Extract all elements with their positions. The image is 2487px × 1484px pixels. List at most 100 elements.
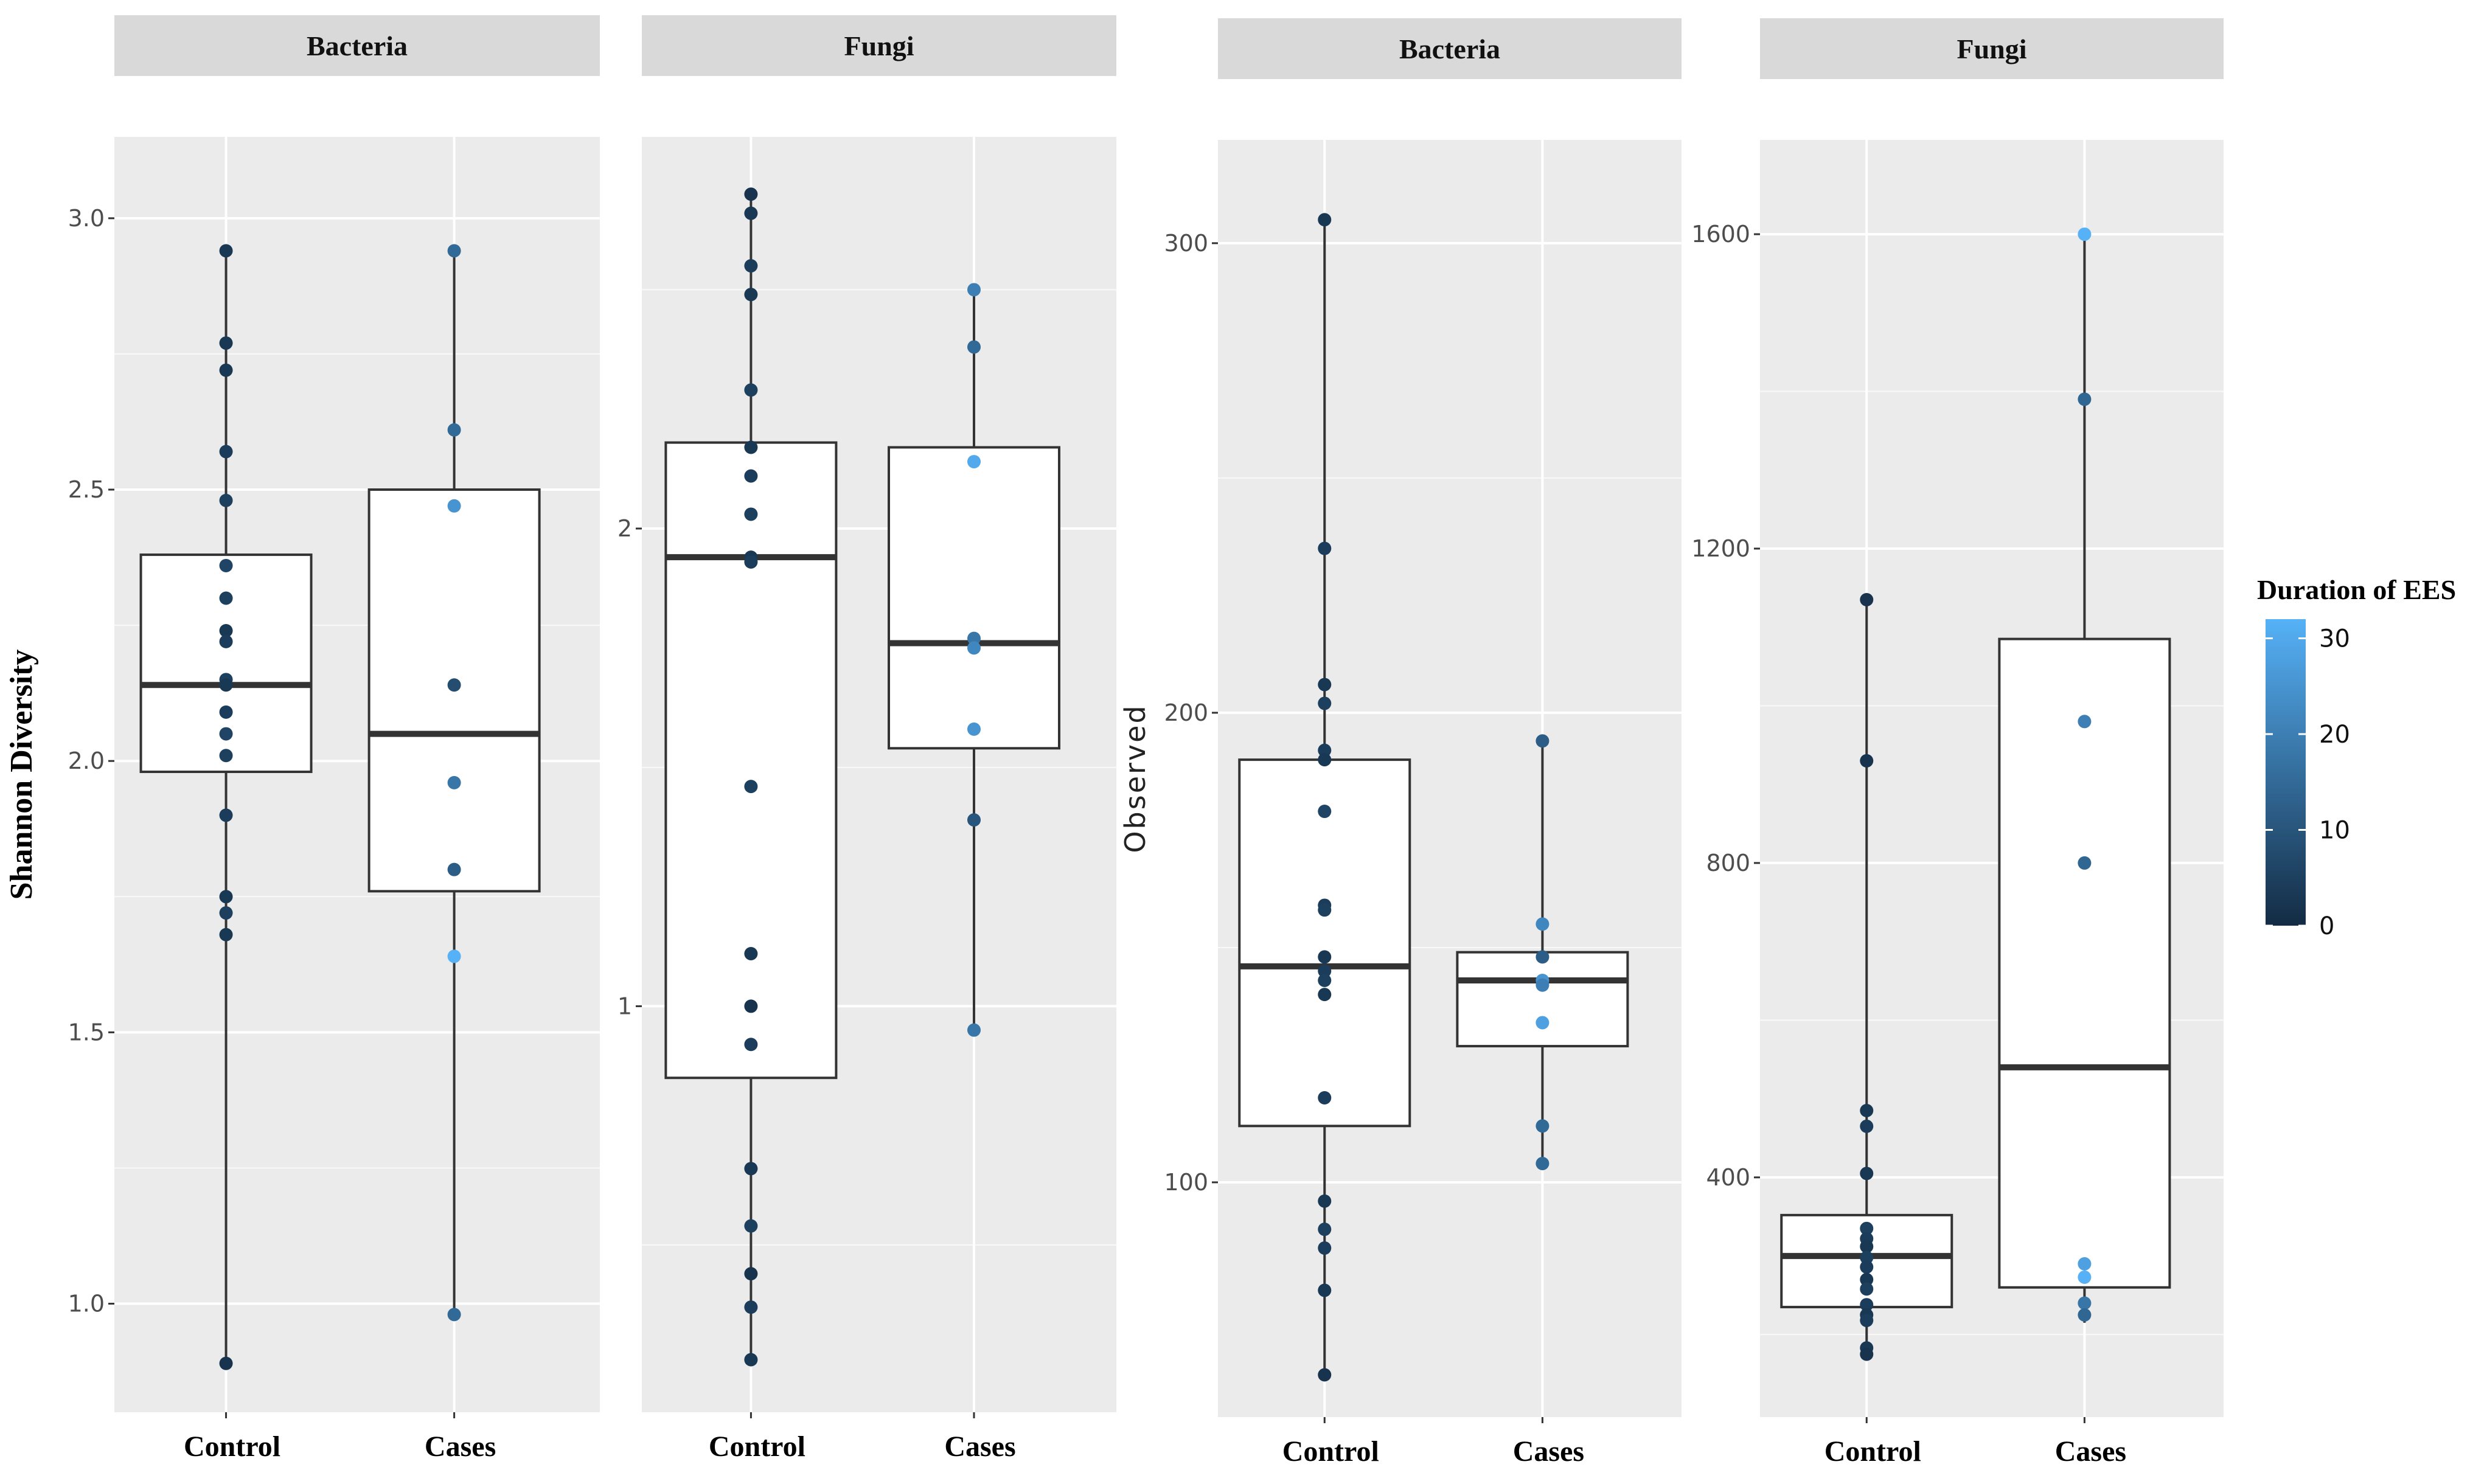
data-point	[447, 244, 461, 258]
facet-strip	[1218, 18, 1682, 79]
data-point	[744, 507, 758, 521]
data-point	[1318, 1283, 1332, 1297]
panel-1: Bacteria 1.0 1.5 2.0 2.5 3.0 Control Cases Shann…	[4, 15, 600, 1463]
data-point	[744, 555, 758, 569]
data-point	[744, 1353, 758, 1367]
data-point	[1860, 1260, 1874, 1274]
y-tick-label: 2.5	[68, 476, 105, 503]
data-point	[1536, 1157, 1550, 1171]
data-point	[1318, 950, 1332, 964]
data-point	[2078, 1296, 2092, 1310]
data-point	[744, 440, 758, 454]
data-point	[1860, 1347, 1874, 1361]
facet-strip	[1760, 18, 2224, 79]
data-point	[1318, 1368, 1332, 1382]
data-point	[967, 340, 981, 354]
data-point	[1318, 1222, 1332, 1236]
data-point	[967, 722, 981, 736]
data-point	[744, 383, 758, 397]
facet-title: Bacteria	[1399, 33, 1500, 64]
data-point	[1318, 988, 1332, 1002]
data-point	[219, 705, 233, 719]
data-point	[2078, 227, 2092, 241]
data-point	[2078, 1308, 2092, 1322]
box-iqr	[664, 441, 838, 1080]
data-point	[447, 775, 461, 789]
data-point	[744, 1038, 758, 1052]
data-point	[219, 749, 233, 763]
data-point	[2078, 1270, 2092, 1284]
legend-tick-label: 0	[2319, 912, 2334, 940]
data-point	[1860, 1314, 1874, 1328]
x-category-label: Cases	[944, 1430, 1015, 1463]
data-point	[1536, 917, 1550, 931]
data-point	[1318, 903, 1332, 917]
data-point	[219, 624, 233, 638]
x-category-label: Control	[184, 1430, 280, 1463]
data-point	[219, 493, 233, 507]
y-tick-label: 3.0	[68, 205, 105, 232]
data-point	[1318, 743, 1332, 757]
panel-2: Fungi 1 2 Control Cases	[617, 15, 1116, 1463]
data-point	[1318, 696, 1332, 710]
y-tick-label: 200	[1164, 699, 1208, 726]
data-point	[744, 1267, 758, 1281]
box-iqr	[1238, 758, 1411, 1128]
y-tick-label: 1.5	[68, 1019, 105, 1045]
box-iqr	[1456, 951, 1629, 1048]
data-point	[1860, 1282, 1874, 1296]
data-point	[2078, 715, 2092, 729]
data-point	[447, 1308, 461, 1322]
data-point	[1860, 1104, 1874, 1117]
data-point	[447, 949, 461, 963]
data-point	[219, 678, 233, 692]
data-point	[1536, 734, 1550, 748]
data-point	[1860, 1167, 1874, 1181]
y-tick-label: 300	[1164, 230, 1208, 257]
data-point	[447, 423, 461, 437]
data-point	[967, 631, 981, 645]
facet-title: Fungi	[1957, 33, 2026, 64]
data-point	[744, 187, 758, 201]
y-tick-label: 2	[617, 515, 632, 542]
data-point	[744, 780, 758, 794]
chart-panels: Bacteria 1.0 1.5 2.0 2.5 3.0 Control Cases Shann…	[4, 15, 2224, 1468]
x-category-label: Cases	[1513, 1435, 1584, 1468]
legend-tick-label: 10	[2319, 817, 2350, 845]
data-point	[219, 244, 233, 258]
data-point	[967, 283, 981, 297]
data-point	[1860, 1250, 1874, 1264]
facet-strip	[114, 15, 600, 76]
facet-title: Fungi	[844, 30, 914, 61]
data-point	[1318, 753, 1332, 767]
data-point	[2078, 856, 2092, 870]
data-point	[219, 727, 233, 741]
legend-tick-label: 30	[2319, 625, 2350, 653]
data-point	[744, 469, 758, 483]
data-point	[447, 862, 461, 876]
x-category-label: Control	[1282, 1435, 1379, 1468]
data-point	[744, 999, 758, 1013]
y-tick-label: 1600	[1691, 221, 1750, 248]
data-point	[1536, 1119, 1550, 1133]
data-point	[1536, 950, 1550, 964]
data-point	[219, 890, 233, 904]
data-point	[219, 928, 233, 941]
y-tick-label: 1.0	[68, 1291, 105, 1317]
y-axis-label: Observed	[1119, 704, 1152, 853]
y-tick-label: 400	[1706, 1164, 1750, 1191]
panel-4: Fungi 400 800 1200 1600 Control Cases	[1691, 18, 2224, 1468]
data-point	[967, 1023, 981, 1037]
data-point	[1318, 1241, 1332, 1255]
facet-title: Bacteria	[307, 30, 408, 61]
y-tick-label: 1	[617, 993, 632, 1019]
data-point	[1318, 805, 1332, 819]
data-point	[1318, 541, 1332, 555]
x-category-label: Cases	[2055, 1435, 2126, 1468]
y-tick-label: 800	[1706, 850, 1750, 876]
data-point	[744, 1162, 758, 1176]
data-point	[744, 1300, 758, 1314]
data-point	[1860, 1298, 1874, 1312]
box-iqr	[139, 553, 313, 774]
